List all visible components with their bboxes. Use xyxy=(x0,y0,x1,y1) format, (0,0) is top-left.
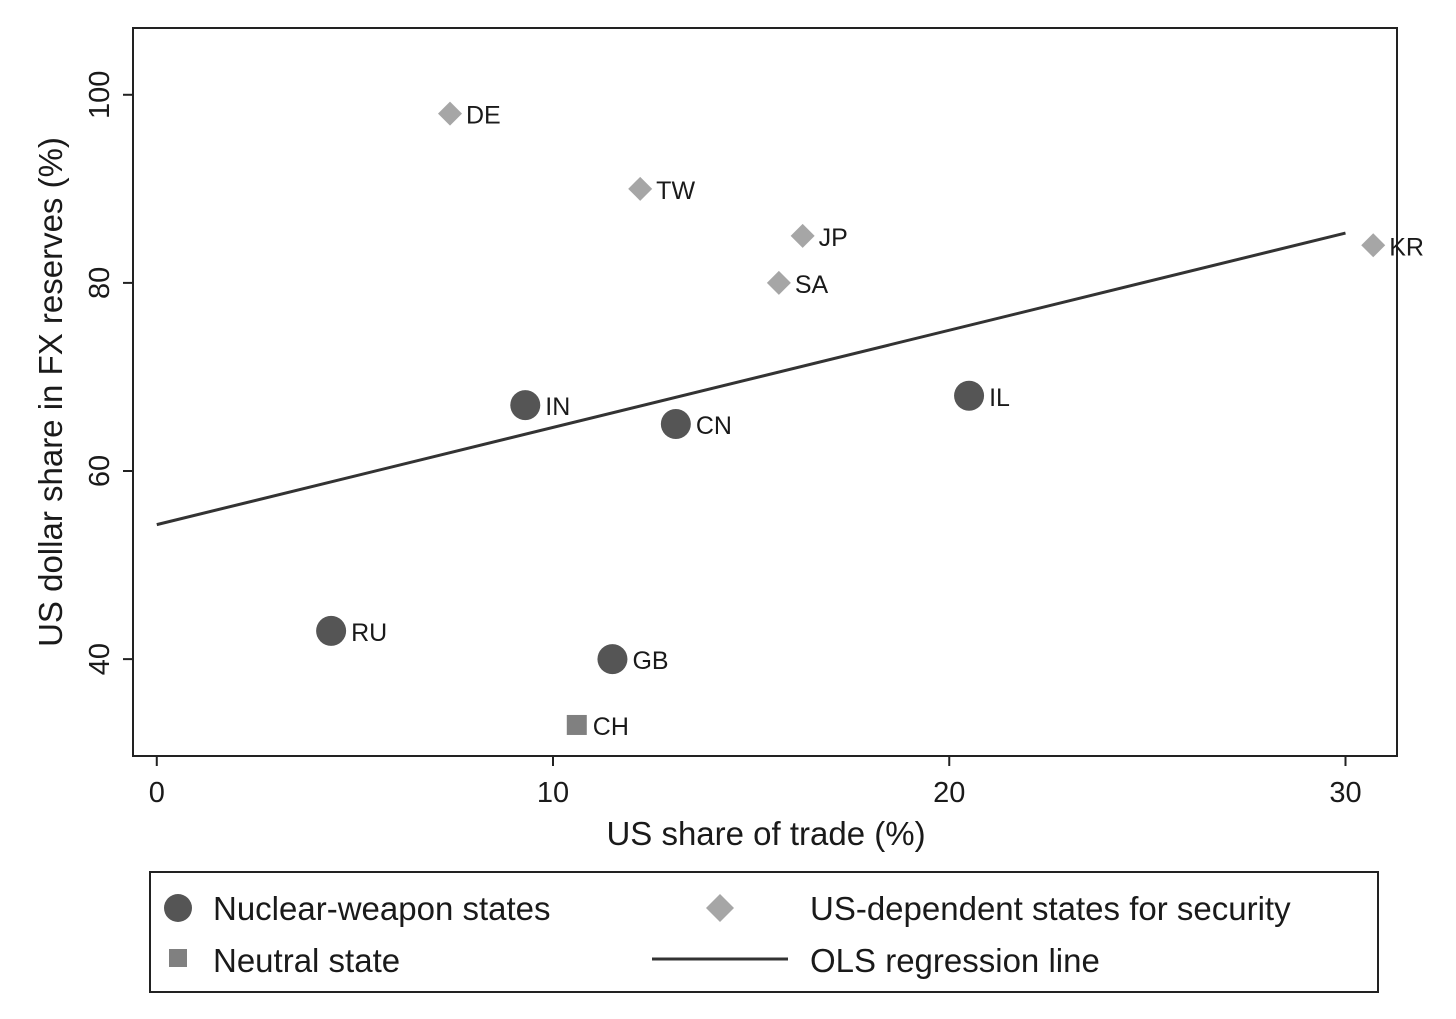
point-label-il: IL xyxy=(989,384,1010,412)
legend-label-us-dependent: US-dependent states for security xyxy=(810,890,1291,927)
point-diamond-kr xyxy=(1361,233,1386,258)
point-label-tw: TW xyxy=(656,177,695,205)
point-label-ru: RU xyxy=(351,619,387,647)
x-tick-label: 20 xyxy=(933,777,965,809)
legend-diamond-icon xyxy=(706,894,734,922)
x-axis: 0 10 20 30 xyxy=(149,756,1362,809)
points-layer: IN CN IL RU GB DE TW JP SA KR CH xyxy=(316,101,1424,741)
legend-label-nuclear: Nuclear-weapon states xyxy=(213,890,551,927)
point-circle-cn xyxy=(660,408,691,439)
x-tick-label: 30 xyxy=(1329,777,1361,809)
point-diamond-de xyxy=(437,101,462,126)
regression-layer xyxy=(156,231,1346,527)
point-circle-ru xyxy=(316,615,347,646)
y-tick-label: 80 xyxy=(84,267,116,299)
ols-regression-line xyxy=(156,231,1346,527)
point-diamond-jp xyxy=(790,223,815,248)
point-label-kr: KR xyxy=(1389,233,1424,261)
y-axis-title: US dollar share in FX reserves (%) xyxy=(32,137,69,647)
y-axis: 40 60 80 100 xyxy=(84,71,133,675)
legend-label-neutral: Neutral state xyxy=(213,942,400,979)
x-axis-title: US share of trade (%) xyxy=(606,815,925,852)
point-label-ch: CH xyxy=(593,713,629,741)
point-label-in: IN xyxy=(545,393,570,421)
x-tick-label: 0 xyxy=(149,777,165,809)
point-label-gb: GB xyxy=(632,647,668,675)
point-label-jp: JP xyxy=(819,224,848,252)
legend-box xyxy=(149,871,1379,993)
legend-circle-icon xyxy=(164,894,192,922)
legend-square-icon xyxy=(169,949,187,967)
point-label-cn: CN xyxy=(696,412,732,440)
y-tick-label: 60 xyxy=(84,455,116,487)
y-tick-label: 100 xyxy=(84,71,116,119)
point-label-de: DE xyxy=(466,102,501,130)
point-square-ch xyxy=(566,714,587,735)
x-tick-label: 10 xyxy=(537,777,569,809)
point-circle-gb xyxy=(597,644,628,675)
legend: Nuclear-weapon states US-dependent state… xyxy=(149,871,1379,993)
point-diamond-sa xyxy=(766,270,791,295)
y-tick-label: 40 xyxy=(84,643,116,675)
point-label-sa: SA xyxy=(795,271,829,299)
point-circle-il xyxy=(954,380,985,411)
point-circle-in xyxy=(510,390,541,421)
legend-label-ols: OLS regression line xyxy=(810,942,1100,979)
plot-frame xyxy=(132,27,1398,757)
point-diamond-tw xyxy=(628,176,653,201)
